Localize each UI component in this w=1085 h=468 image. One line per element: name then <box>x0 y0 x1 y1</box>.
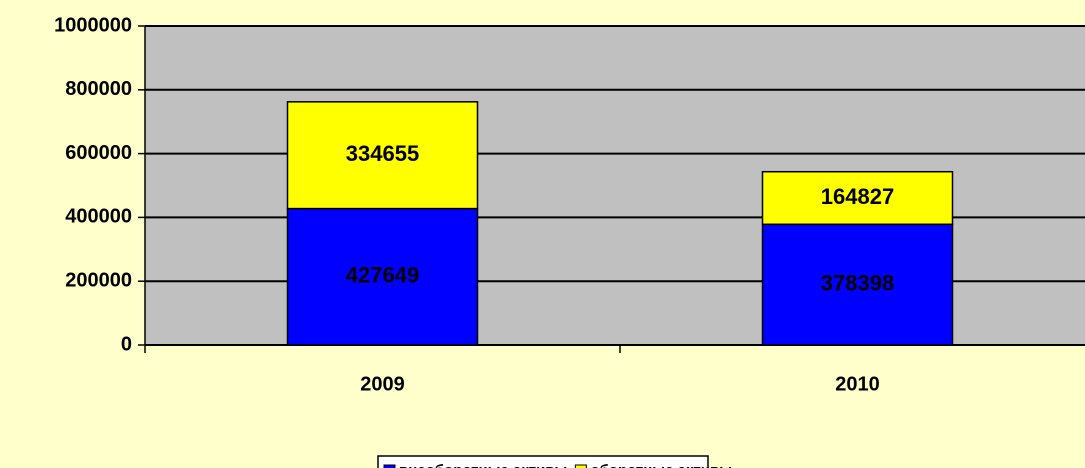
bar-segment <box>761 170 954 226</box>
legend-label: оборотные активы <box>590 462 732 468</box>
y-tick-label: 200000 <box>65 269 132 291</box>
bar-segment <box>286 207 479 346</box>
data-label: 427649 <box>346 263 419 288</box>
data-label: 378398 <box>821 270 894 295</box>
y-tick-label: 800000 <box>65 78 132 100</box>
y-tick-label: 1000000 <box>54 14 132 36</box>
x-tick-label: 2009 <box>360 373 405 395</box>
legend-box <box>377 455 709 468</box>
bar-segment <box>286 101 479 210</box>
y-tick-label: 0 <box>121 333 132 355</box>
legend-swatch <box>383 464 396 468</box>
x-tick-label: 2010 <box>835 373 880 395</box>
legend-label: внеоборотные активы <box>399 462 567 468</box>
data-label: 164827 <box>821 184 894 209</box>
y-tick-label: 400000 <box>65 206 132 228</box>
y-tick-label: 600000 <box>65 142 132 164</box>
data-label: 334655 <box>346 141 419 166</box>
legend-swatch <box>574 464 587 468</box>
bar-segment <box>761 223 954 346</box>
